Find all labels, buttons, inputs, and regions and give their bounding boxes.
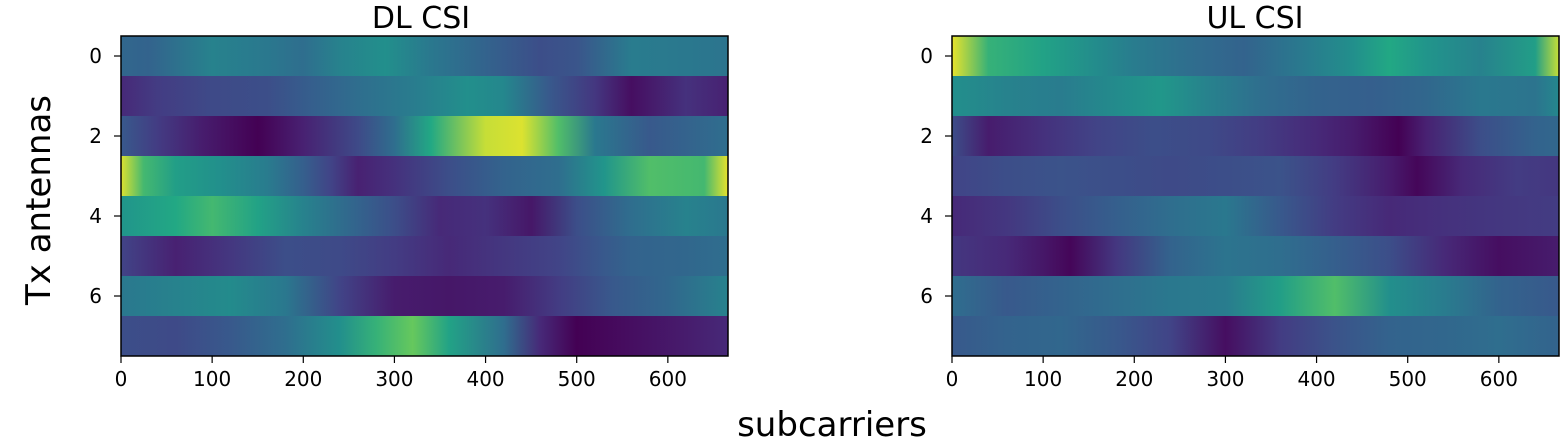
heatmap-dl-csi: DL CSI 0 100 200 300 400 500 600 0 2 4 6 (89, 1, 729, 391)
heatmap-row-antenna-0 (952, 36, 1559, 77)
y-tick-label: 2 (89, 124, 102, 148)
x-axis-label: subcarriers (737, 405, 927, 445)
heatmap-row-antenna-6 (952, 276, 1559, 317)
heatmap-row-antenna-5 (121, 236, 728, 277)
plot-frame (951, 35, 1560, 357)
x-tick-label: 100 (193, 367, 231, 391)
heatmap-row-antenna-1 (952, 76, 1559, 117)
heatmap-row-antenna-0 (121, 36, 728, 77)
x-tick-label: 200 (284, 367, 322, 391)
x-tick-label: 400 (1297, 367, 1335, 391)
x-tick-label: 600 (649, 367, 687, 391)
heatmap-row-antenna-6 (121, 276, 728, 317)
plot-frame (120, 35, 729, 357)
heatmap-row-antenna-3 (121, 156, 728, 197)
heatmap-row-antenna-7 (121, 316, 728, 357)
y-tick-label: 4 (920, 204, 933, 228)
x-tick-label: 300 (1206, 367, 1244, 391)
heatmap-row-antenna-2 (952, 116, 1559, 157)
x-tick-label: 300 (375, 367, 413, 391)
heatmap-row-antenna-4 (952, 196, 1559, 237)
heatmap-row-antenna-7 (952, 316, 1559, 357)
y-tick-label: 4 (89, 204, 102, 228)
heatmap-ul-csi: UL CSI 0 100 200 300 400 500 600 0 2 4 6 (920, 1, 1560, 391)
x-tick-label: 200 (1115, 367, 1153, 391)
heatmap-row-antenna-1 (121, 76, 728, 117)
y-tick-label: 6 (89, 284, 102, 308)
x-tick-label: 500 (558, 367, 596, 391)
x-tick-label: 0 (946, 367, 959, 391)
x-tick-label: 100 (1024, 367, 1062, 391)
y-tick-label: 0 (920, 44, 933, 68)
y-tick-label: 2 (920, 124, 933, 148)
x-tick-label: 0 (115, 367, 128, 391)
heatmap-row-antenna-5 (952, 236, 1559, 277)
y-tick-label: 0 (89, 44, 102, 68)
heatmap-row-antenna-3 (952, 156, 1559, 197)
heatmap-row-antenna-2 (121, 116, 728, 157)
chart-title: UL CSI (1206, 1, 1303, 36)
y-axis-label: Tx antennas (19, 95, 59, 306)
x-tick-label: 600 (1480, 367, 1518, 391)
y-tick-label: 6 (920, 284, 933, 308)
x-tick-label: 400 (466, 367, 504, 391)
chart-title: DL CSI (372, 1, 470, 36)
x-tick-label: 500 (1389, 367, 1427, 391)
heatmap-row-antenna-4 (121, 196, 728, 237)
